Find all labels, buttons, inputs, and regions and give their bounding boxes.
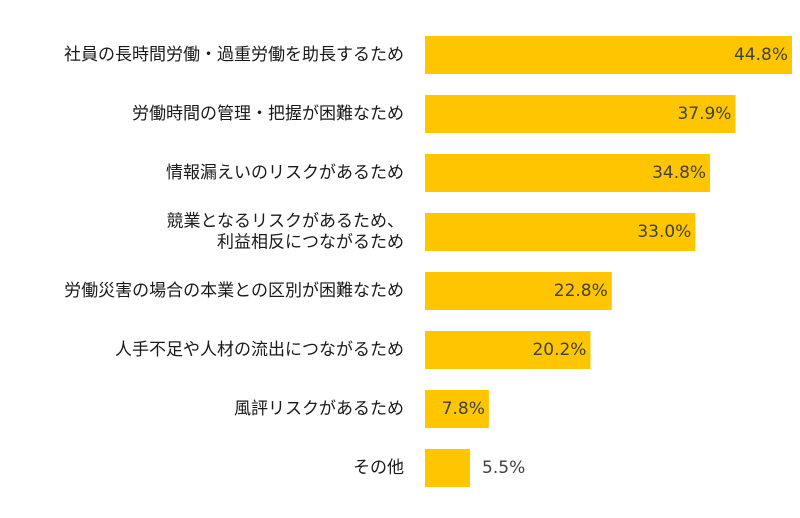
category-label-2: 情報漏えいのリスクがあるため [166,163,404,183]
bar-0 [425,36,792,74]
category-label-3-line-0: 競業となるリスクがあるため、 [167,212,405,232]
category-labels-group: 社員の長時間労働・過重労働を助長するため労働時間の管理・把握が困難なため情報漏え… [64,45,404,478]
value-label-2: 34.8% [652,163,706,183]
value-label-5: 20.2% [532,340,586,360]
value-label-6: 7.8% [442,399,485,419]
category-label-3: 競業となるリスクがあるため、利益相反につながるため [167,212,405,253]
bar-4 [425,272,612,310]
value-label-0: 44.8% [734,45,788,65]
bar-1 [425,95,736,133]
bar-2 [425,154,711,192]
value-label-4: 22.8% [554,281,608,301]
category-label-3-line-1: 利益相反につながるため [217,233,404,253]
category-label-0: 社員の長時間労働・過重労働を助長するため [64,45,404,65]
value-labels-group: 44.8% 37.9% 34.8% 33.0% 22.8% 20.2% 7.8% 5.5% [442,45,788,478]
category-label-1: 労働時間の管理・把握が困難なため [132,104,404,124]
category-label-5-line-0: 人手不足や人材の流出につながるため [115,340,404,360]
value-label-1: 37.9% [677,104,731,124]
category-label-4-line-0: 労働災害の場合の本業との区別が困難なため [64,281,404,301]
category-label-7: その他 [353,458,404,478]
category-label-6: 風評リスクがあるため [234,399,404,419]
value-label-3: 33.0% [637,222,691,242]
category-label-4: 労働災害の場合の本業との区別が困難なため [64,281,404,301]
category-label-6-line-0: 風評リスクがあるため [234,399,404,419]
bar-6 [425,390,489,428]
bar-7 [425,449,471,487]
bar-3 [425,213,696,251]
value-label-7: 5.5% [482,458,525,478]
category-label-2-line-0: 情報漏えいのリスクがあるため [166,163,404,183]
bars-group [425,36,792,487]
category-label-7-line-0: その他 [353,458,404,478]
bar-5 [425,331,591,369]
category-label-5: 人手不足や人材の流出につながるため [115,340,404,360]
category-label-0-line-0: 社員の長時間労働・過重労働を助長するため [64,45,404,65]
category-label-1-line-0: 労働時間の管理・把握が困難なため [132,104,404,124]
